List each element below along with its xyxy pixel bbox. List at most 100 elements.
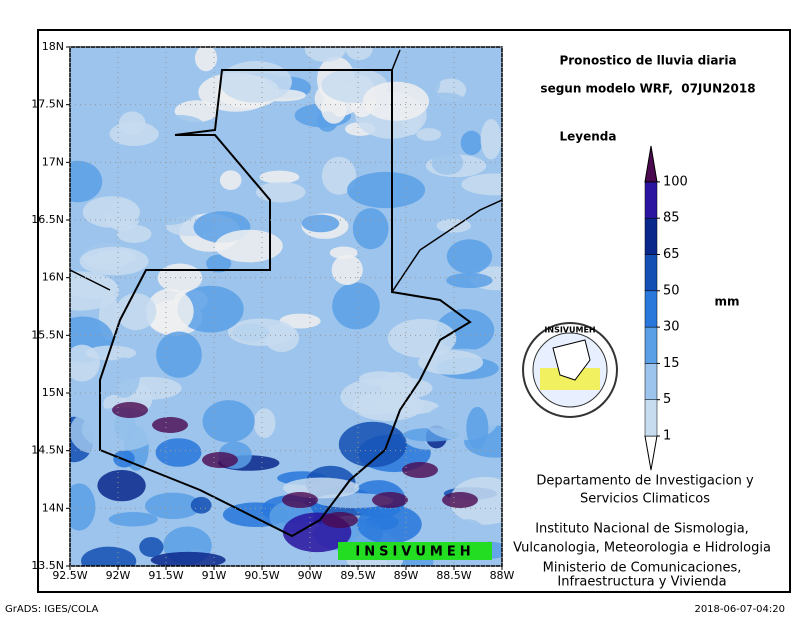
legend-swatch <box>644 254 658 292</box>
legend-label: 65 <box>663 247 680 262</box>
rain-blob <box>108 357 140 398</box>
x-tick-label: 88W <box>490 569 515 582</box>
rain-blob <box>78 54 140 90</box>
rain-blob <box>287 387 322 409</box>
legend-unit: mm <box>714 295 739 309</box>
legend-label: 50 <box>663 283 680 298</box>
rain-blob <box>215 229 283 263</box>
rain-blob <box>219 170 242 191</box>
legend-swatch <box>644 435 658 471</box>
credit-line: Vulcanologia, Meteorologia e Hidrologia <box>513 541 771 556</box>
rain-blob <box>253 408 276 439</box>
credit-line: Ministerio de Comunicaciones, <box>543 561 742 576</box>
rain-blob <box>70 483 96 531</box>
rain-blob <box>109 121 159 147</box>
rain-blob <box>372 492 408 508</box>
logo: INSIVUMEH <box>522 322 618 418</box>
rain-blob <box>206 254 232 273</box>
rain-blob <box>321 156 357 195</box>
rain-blob <box>436 218 472 233</box>
x-tick-label: 91W <box>202 569 227 582</box>
rain-blob <box>345 47 373 61</box>
rain-blob <box>442 492 478 508</box>
rain-blob <box>81 546 137 566</box>
rain-blob <box>79 246 149 276</box>
rain-blob <box>116 224 152 243</box>
rain-blob <box>357 504 422 544</box>
credit-line: Instituto Nacional de Sismologia, <box>535 522 749 537</box>
x-tick-label: 90W <box>298 569 323 582</box>
legend-label: 85 <box>663 211 680 226</box>
rain-blob <box>431 150 464 175</box>
rain-blob <box>352 208 389 250</box>
rain-blob <box>156 331 202 378</box>
rain-blob <box>115 293 157 331</box>
legend-label: 1 <box>663 429 671 444</box>
credit-line: Departamento de Investigacion y <box>536 474 754 489</box>
rain-blob <box>460 130 483 156</box>
rain-blob <box>418 350 484 375</box>
rain-blob <box>421 92 467 113</box>
legend-swatch <box>644 217 658 255</box>
rain-blob <box>202 452 238 468</box>
coast <box>70 49 502 293</box>
y-tick-label: 18N <box>42 40 64 53</box>
rain-blob <box>461 173 502 196</box>
legend-swatch <box>644 145 658 183</box>
x-tick-label: 89.5W <box>340 569 375 582</box>
rain-blob <box>146 288 194 335</box>
rain-blob <box>321 93 347 124</box>
y-tick-label: 14N <box>42 501 64 514</box>
rain-blob <box>152 417 188 433</box>
rain-blob <box>304 47 346 63</box>
legend-title: Leyenda <box>560 130 617 144</box>
y-tick-label: 15N <box>42 386 64 399</box>
rain-field <box>70 47 502 566</box>
x-tick-label: 88.5W <box>436 569 471 582</box>
rain-blob <box>387 318 457 358</box>
rain-blob <box>446 239 493 274</box>
legend-swatch <box>644 326 658 364</box>
logo-text: INSIVUMEH <box>544 326 595 335</box>
rain-blob <box>340 378 414 415</box>
x-tick-label: 92W <box>106 569 131 582</box>
y-tick-label: 17N <box>42 155 64 168</box>
rain-blob <box>219 61 292 103</box>
legend-swatch <box>644 181 658 219</box>
title-line: segun modelo WRF, 07JUN2018 <box>540 82 755 96</box>
y-tick-label: 14.5N <box>31 444 64 457</box>
rain-blob <box>402 462 438 478</box>
rain-blob <box>347 171 426 209</box>
rain-blob <box>338 421 407 468</box>
legend-label: 5 <box>663 392 671 407</box>
rain-blob <box>399 243 431 286</box>
rain-blob <box>145 492 202 520</box>
rain-blob <box>82 196 140 228</box>
y-tick-label: 15.5N <box>31 328 64 341</box>
rain-blob <box>70 271 120 311</box>
y-tick-label: 16.5N <box>31 213 64 226</box>
rain-blob <box>446 272 493 289</box>
rain-blob <box>227 318 296 346</box>
rain-blob <box>466 406 489 449</box>
rain-blob <box>331 254 363 286</box>
rain-blob <box>332 282 380 330</box>
rain-blob <box>301 214 340 233</box>
rain-blob <box>155 438 202 467</box>
banner-text: INSIVUMEH <box>355 545 474 560</box>
rain-blob <box>282 492 318 508</box>
banner-bg <box>338 542 492 560</box>
rain-blob <box>139 537 164 558</box>
rain-blob <box>416 128 442 141</box>
rain-blob <box>112 402 148 418</box>
legend-swatch <box>644 290 658 328</box>
rain-blob <box>70 160 103 203</box>
rain-blob <box>70 344 100 382</box>
footer-left: GrADS: IGES/COLA <box>5 604 99 615</box>
rain-blob <box>194 47 218 72</box>
rain-blob <box>362 81 430 121</box>
x-tick-label: 90.5W <box>244 569 279 582</box>
rain-blob <box>150 551 226 566</box>
title-line: Pronostico de lluvia diaria <box>559 54 736 68</box>
